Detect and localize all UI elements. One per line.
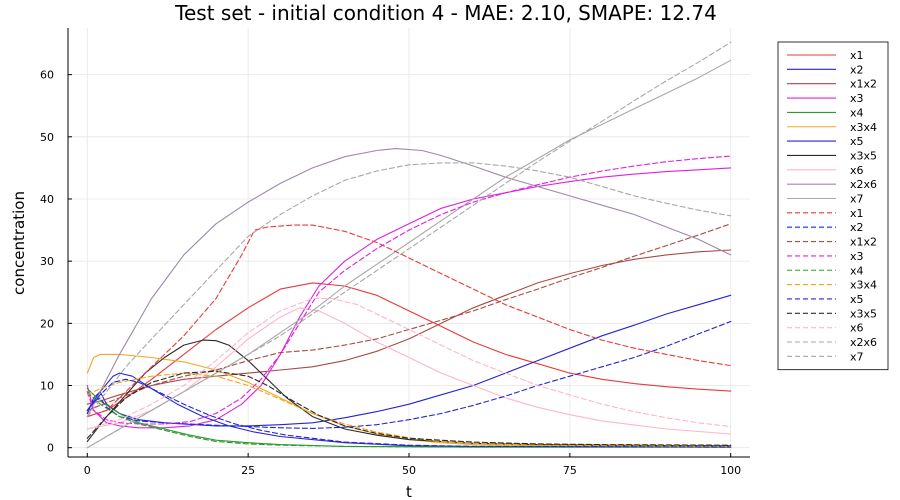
legend: x1x2x1x2x3x4x3x4x5x3x5x6x2x6x7x1x2x1x2x3…	[777, 41, 889, 371]
series-line-x1-dashed	[86, 224, 732, 418]
legend-label: x5	[850, 293, 864, 306]
series-line-x6-solid	[86, 307, 732, 435]
legend-label: x6	[850, 322, 864, 335]
y-axis-title: concentration	[10, 191, 28, 295]
legend-label: x2x6	[850, 178, 877, 191]
series-line-x5-solid	[86, 372, 732, 448]
series-line-x3x4-solid	[86, 353, 732, 447]
legend-label: x4	[850, 106, 864, 119]
y-tick-label: 50	[40, 131, 54, 144]
legend-label: x2	[850, 63, 864, 76]
legend-label: x7	[850, 193, 864, 206]
legend-label: x2	[850, 221, 864, 234]
y-tick-label: 30	[40, 255, 54, 268]
legend-label: x1	[850, 207, 864, 220]
x-tick-label: 25	[241, 464, 255, 477]
legend-label: x5	[850, 135, 864, 148]
series-line-x7-dashed	[86, 41, 732, 449]
series-line-x3x4-dashed	[86, 372, 732, 447]
series-line-x2-dashed	[86, 320, 732, 429]
legend-label: x1	[850, 49, 864, 62]
series-line-x6-dashed	[86, 297, 732, 430]
legend-label: x1x2	[850, 236, 877, 249]
x-tick-label: 50	[402, 464, 416, 477]
x-tick-label: 100	[720, 464, 741, 477]
legend-label: x3x5	[850, 307, 877, 320]
series-line-x1x2-dashed	[86, 223, 732, 411]
legend-label: x6	[850, 164, 864, 177]
series-line-x4-dashed	[86, 391, 732, 448]
legend-label: x3	[850, 92, 864, 105]
series-line-x2x6-solid	[86, 148, 732, 418]
series-line-x1-solid	[86, 282, 732, 418]
series-line-x3-solid	[86, 167, 732, 429]
chart-title: Test set - initial condition 4 - MAE: 2.…	[174, 1, 717, 25]
legend-label: x7	[850, 350, 864, 363]
legend-label: x3x4	[850, 121, 877, 134]
x-axis-title: t	[406, 483, 412, 500]
y-tick-label: 60	[40, 69, 54, 82]
legend-label: x4	[850, 264, 864, 277]
axes	[67, 28, 750, 458]
series-line-x5-dashed	[86, 378, 732, 448]
y-tick-label: 20	[40, 317, 54, 330]
legend-label: x3x4	[850, 279, 877, 292]
series-line-x1x2-solid	[86, 249, 732, 405]
legend-label: x3	[850, 250, 864, 263]
tick-labels: 0 25 50 75 100 0 10 20 30 40 50 60	[40, 69, 741, 477]
x-tick-label: 75	[563, 464, 577, 477]
legend-box	[777, 41, 889, 371]
series-line-x3x5-dashed	[86, 370, 732, 446]
series-line-x2x6-dashed	[86, 162, 732, 418]
y-tick-label: 0	[47, 442, 54, 455]
series-lines	[86, 41, 732, 449]
y-tick-label: 40	[40, 193, 54, 206]
legend-label: x3x5	[850, 149, 877, 162]
x-tick-label: 0	[84, 464, 91, 477]
legend-label: x1x2	[850, 78, 877, 91]
series-line-x3-dashed	[86, 155, 732, 425]
legend-label: x2x6	[850, 336, 877, 349]
y-tick-label: 10	[40, 380, 54, 393]
